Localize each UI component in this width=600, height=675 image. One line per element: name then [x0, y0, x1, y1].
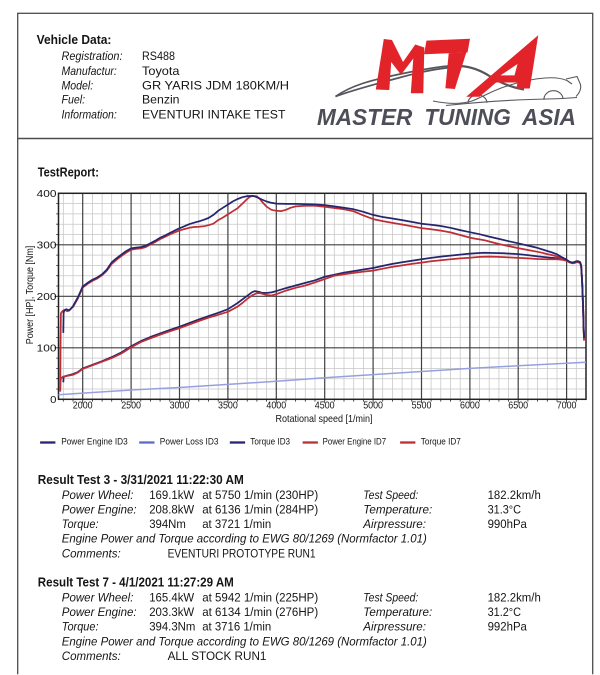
svg-text:EVENTURI PROTOTYPE RUN1: EVENTURI PROTOTYPE RUN1 — [168, 547, 316, 561]
svg-text:992hPa: 992hPa — [488, 619, 527, 633]
svg-text:Temperature:: Temperature: — [363, 502, 432, 516]
svg-text:Airpressure:: Airpressure: — [362, 619, 426, 633]
svg-text:Toyota: Toyota — [142, 65, 180, 78]
svg-text:RS488: RS488 — [142, 50, 175, 63]
svg-text:Torque ID3: Torque ID3 — [250, 437, 290, 447]
svg-text:Power Wheel:: Power Wheel: — [62, 488, 134, 502]
svg-text:Registration:: Registration: — [62, 49, 123, 63]
svg-text:394.3Nm: 394.3Nm — [149, 619, 195, 633]
svg-text:Benzin: Benzin — [142, 94, 180, 107]
svg-text:ALL STOCK RUN1: ALL STOCK RUN1 — [168, 649, 267, 663]
svg-text:Test Speed:: Test Speed: — [363, 488, 418, 502]
svg-text:at 3716 1/min: at 3716 1/min — [202, 619, 271, 633]
svg-text:4500: 4500 — [315, 400, 335, 412]
svg-text:Torque:: Torque: — [62, 619, 99, 633]
svg-text:Power [HP], Torque [Nm]: Power [HP], Torque [Nm] — [25, 246, 36, 345]
svg-text:at 5750 1/min (230HP): at 5750 1/min (230HP) — [202, 488, 318, 502]
svg-text:31.3°C: 31.3°C — [488, 502, 522, 516]
svg-text:Result Test 7 - 4/1/2021 11:27: Result Test 7 - 4/1/2021 11:27:29 AM — [38, 575, 234, 590]
svg-text:GR YARIS JDM 180KM/H: GR YARIS JDM 180KM/H — [142, 80, 289, 93]
svg-text:400: 400 — [37, 188, 57, 200]
svg-text:Model:: Model: — [62, 79, 94, 93]
svg-text:Information:: Information: — [62, 107, 117, 121]
svg-text:3000: 3000 — [170, 400, 190, 412]
svg-text:TestReport:: TestReport: — [38, 165, 99, 180]
svg-text:165.4kW: 165.4kW — [149, 591, 194, 605]
svg-text:at 6136 1/min (284HP): at 6136 1/min (284HP) — [202, 502, 318, 516]
svg-text:208.8kW: 208.8kW — [149, 502, 194, 516]
svg-text:4000: 4000 — [266, 400, 286, 412]
svg-text:200: 200 — [37, 291, 57, 303]
svg-text:Power Engine ID7: Power Engine ID7 — [323, 437, 387, 447]
svg-text:Vehicle Data:: Vehicle Data: — [37, 32, 112, 47]
svg-text:6500: 6500 — [508, 400, 528, 412]
svg-text:5500: 5500 — [412, 400, 432, 412]
svg-text:Power Wheel:: Power Wheel: — [62, 591, 134, 605]
svg-text:Torque ID7: Torque ID7 — [421, 437, 461, 447]
svg-text:203.3kW: 203.3kW — [149, 605, 194, 619]
svg-text:Engine Power and Torque accord: Engine Power and Torque according to EWG… — [62, 634, 427, 648]
svg-text:6000: 6000 — [460, 400, 480, 412]
svg-text:Power Loss ID3: Power Loss ID3 — [160, 437, 219, 447]
svg-text:7000: 7000 — [557, 400, 577, 412]
svg-text:EVENTURI INTAKE TEST: EVENTURI INTAKE TEST — [142, 108, 286, 121]
svg-text:Manufactur:: Manufactur: — [62, 64, 117, 78]
svg-text:at 3721 1/min: at 3721 1/min — [202, 517, 271, 531]
svg-text:394Nm: 394Nm — [149, 517, 186, 531]
svg-text:2000: 2000 — [73, 400, 93, 412]
svg-text:990hPa: 990hPa — [488, 517, 527, 531]
svg-text:100: 100 — [37, 342, 57, 354]
svg-text:0: 0 — [50, 394, 56, 406]
svg-text:Engine Power and Torque accord: Engine Power and Torque according to EWG… — [62, 532, 427, 546]
svg-text:Comments:: Comments: — [62, 547, 121, 561]
svg-text:Airpressure:: Airpressure: — [362, 517, 426, 531]
svg-text:2500: 2500 — [121, 400, 141, 412]
svg-text:182.2km/h: 182.2km/h — [488, 591, 541, 605]
svg-text:300: 300 — [37, 239, 57, 251]
svg-text:at 5942 1/min (225HP): at 5942 1/min (225HP) — [202, 591, 318, 605]
svg-text:at 6134 1/min (276HP): at 6134 1/min (276HP) — [202, 605, 318, 619]
svg-text:Fuel:: Fuel: — [62, 93, 86, 107]
svg-text:Test Speed:: Test Speed: — [363, 591, 418, 605]
svg-text:182.2km/h: 182.2km/h — [488, 488, 541, 502]
svg-text:Result Test 3 - 3/31/2021 11:2: Result Test 3 - 3/31/2021 11:22:30 AM — [38, 472, 244, 487]
svg-text:169.1kW: 169.1kW — [149, 488, 194, 502]
svg-text:Torque:: Torque: — [62, 517, 99, 531]
svg-text:Power Engine ID3: Power Engine ID3 — [61, 437, 128, 447]
svg-text:MASTER TUNING ASIA: MASTER TUNING ASIA — [317, 104, 576, 130]
svg-text:Comments:: Comments: — [62, 649, 121, 663]
svg-text:Power Engine:: Power Engine: — [62, 605, 137, 619]
svg-text:Rotational speed [1/min]: Rotational speed [1/min] — [276, 414, 373, 425]
svg-text:31.2°C: 31.2°C — [488, 605, 522, 619]
svg-text:5000: 5000 — [363, 400, 383, 412]
svg-text:3500: 3500 — [218, 400, 238, 412]
svg-text:Power Engine:: Power Engine: — [62, 502, 137, 516]
svg-text:Temperature:: Temperature: — [363, 605, 432, 619]
